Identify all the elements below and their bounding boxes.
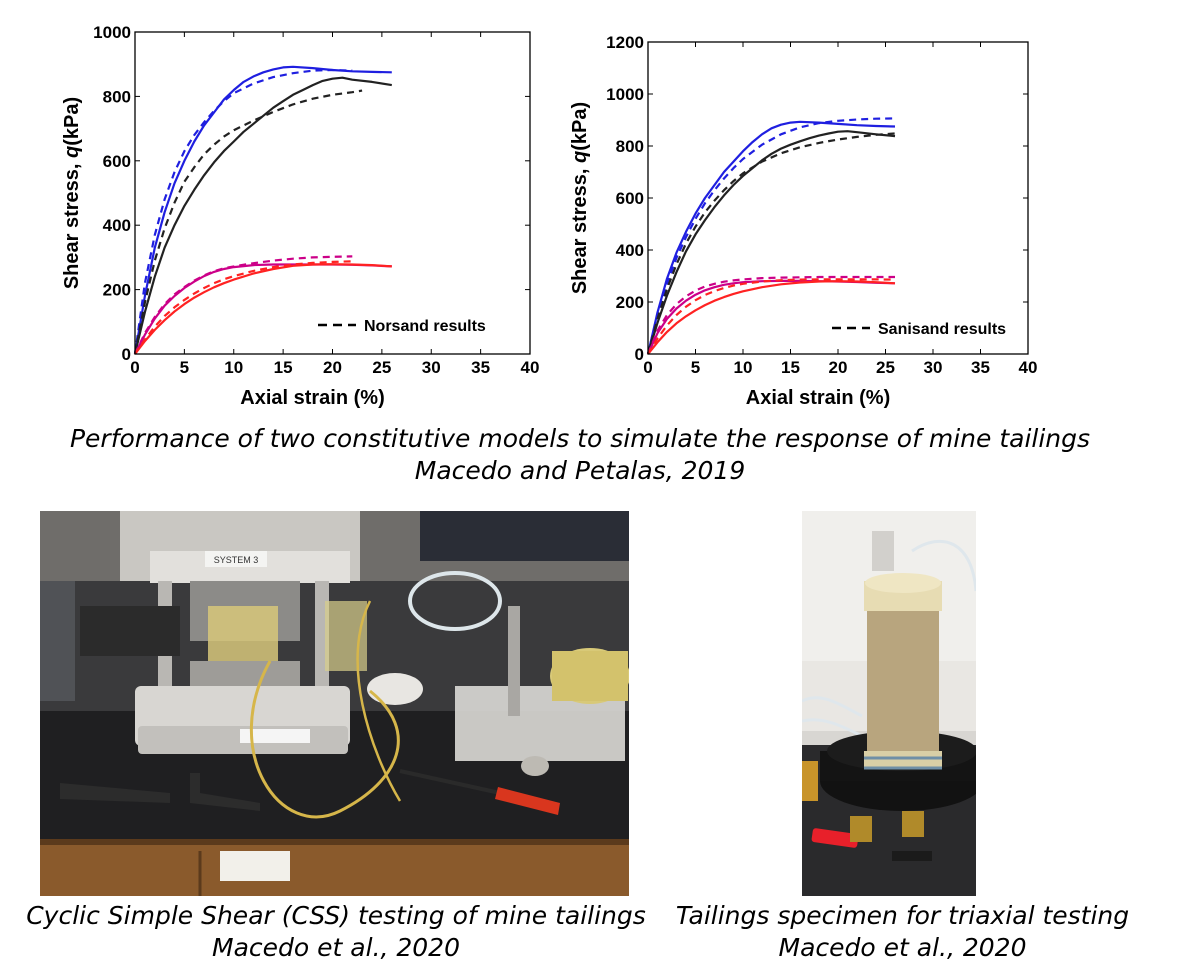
css-caption-line2: Macedo et al., 2020: [212, 933, 460, 962]
chart1-legend-label: Norsand results: [364, 318, 486, 335]
chart2-x-tick-label: 5: [691, 358, 700, 377]
css-caption: Cyclic Simple Shear (CSS) testing of min…: [0, 900, 672, 964]
system-label: SYSTEM 3: [214, 555, 259, 565]
chart1-series-line-3: [133, 76, 392, 355]
chart2-x-tick-label: 35: [971, 358, 990, 377]
chart1-y-tick-label: 600: [103, 152, 131, 171]
chart2-y-tick-label: 0: [635, 345, 644, 364]
chart1-y-tick-label: 800: [103, 87, 131, 106]
chart1-series-line-8: [134, 260, 353, 355]
chart2-y-axis-title-part: (kPa): [569, 102, 591, 151]
chart2-x-tick-label: 15: [781, 358, 800, 377]
chart1-series-line-1: [133, 65, 392, 355]
chart1-x-tick-label: 35: [471, 358, 490, 377]
chart2-y-tick-label: 1000: [606, 85, 644, 104]
chart1-y-tick-label: 400: [103, 216, 131, 235]
chart1-y-axis-title: Shear stress, q(kPa): [61, 97, 83, 289]
chart1-series-line-2: [133, 68, 353, 355]
chart1-y-axis-title-part: (kPa): [61, 97, 83, 146]
chart2-y-axis-title: Shear stress, q(kPa): [569, 102, 591, 294]
chart1-x-tick-label: 25: [372, 358, 391, 377]
chart2-x-tick-label: 25: [876, 358, 895, 377]
chart1-y-tick-label: 0: [122, 345, 131, 364]
triaxial-caption-line2: Macedo et al., 2020: [778, 933, 1027, 962]
chart1-series-line-7: [134, 263, 392, 355]
chart1-y-tick-label: 1000: [93, 23, 131, 42]
chart2-y-tick-label: 1200: [606, 33, 644, 52]
chart2-x-tick-label: 40: [1019, 358, 1038, 377]
css-caption-line1: Cyclic Simple Shear (CSS) testing of min…: [26, 901, 646, 930]
chart2-series-line-8: [647, 278, 896, 355]
chart1-x-tick-label: 20: [323, 358, 342, 377]
chart1-y-axis-title-part: Shear stress,: [61, 158, 83, 289]
chart2-series-line-2: [646, 117, 896, 355]
chart2-series-line-6: [646, 275, 895, 355]
chart2-x-tick-label: 10: [734, 358, 753, 377]
triaxial-specimen-photo: [802, 511, 976, 896]
chart1-x-axis-title: Axial strain (%): [240, 387, 384, 409]
chart1-x-tick-label: 10: [224, 358, 243, 377]
chart2-series-line-4: [646, 132, 896, 355]
chart1-x-tick-label: 30: [422, 358, 441, 377]
chart2-y-tick-label: 400: [616, 241, 644, 260]
chart2-y-tick-label: 200: [616, 293, 644, 312]
chart2-x-tick-label: 20: [829, 358, 848, 377]
chart1-x-tick-label: 40: [521, 358, 540, 377]
css-apparatus-photo: SYSTEM 3: [40, 511, 629, 896]
charts-caption-line1: Performance of two constitutive models t…: [69, 424, 1091, 453]
chart1-series-line-6: [134, 255, 353, 355]
chart1-x-tick-label: 5: [180, 358, 189, 377]
chart1-x-tick-label: 15: [274, 358, 293, 377]
chart2-y-tick-label: 800: [616, 137, 644, 156]
chart1-x-tick-label: 0: [130, 358, 139, 377]
chart1-y-axis-title-part: q: [61, 146, 83, 158]
chart2-series-line-1: [646, 120, 896, 355]
triaxial-caption-line1: Tailings specimen for triaxial testing: [675, 901, 1130, 930]
chart2-series-line-3: [646, 130, 896, 355]
charts-caption: Performance of two constitutive models t…: [0, 423, 1160, 487]
chart2-legend-label: Sanisand results: [878, 321, 1006, 338]
chart1-y-tick-label: 200: [103, 281, 131, 300]
chart2-x-tick-label: 0: [643, 358, 652, 377]
charts-caption-line2: Macedo and Petalas, 2019: [414, 456, 746, 485]
chart2-y-axis-title-part: q: [569, 151, 591, 163]
triaxial-caption: Tailings specimen for triaxial testing M…: [640, 900, 1165, 964]
chart2-x-tick-label: 30: [924, 358, 943, 377]
chart2-y-tick-label: 600: [616, 189, 644, 208]
chart2-y-axis-title-part: Shear stress,: [569, 163, 591, 294]
chart2-x-axis-title: Axial strain (%): [746, 387, 890, 409]
chart1-series-line-4: [133, 89, 363, 355]
chart2-series-line-7: [647, 280, 896, 355]
